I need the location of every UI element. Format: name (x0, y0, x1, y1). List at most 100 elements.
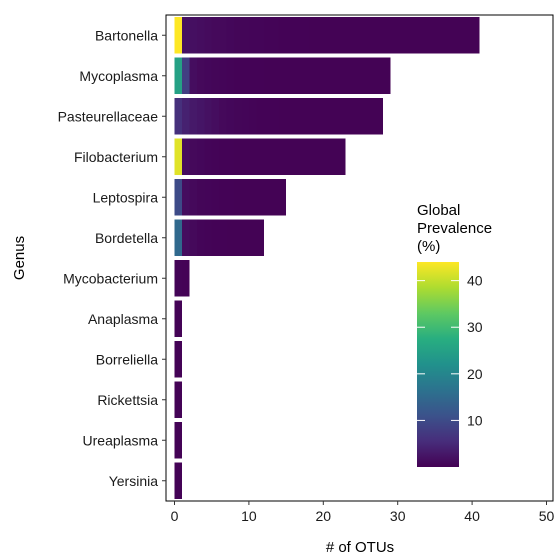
bar-segment (330, 57, 339, 94)
bar-segment (449, 17, 458, 54)
y-tick-label: Mycobacterium (63, 270, 158, 286)
bar-segment (375, 98, 383, 135)
x-axis-title: # of OTUs (326, 539, 394, 555)
bar-segment (300, 17, 309, 54)
bar-segment (174, 179, 182, 216)
bar-segment (360, 98, 368, 135)
bar-segment (204, 98, 212, 135)
bar-segment (204, 17, 212, 54)
bar-segment (219, 57, 227, 94)
x-tick-label: 40 (464, 508, 480, 524)
bar-segment (367, 98, 376, 135)
bar-segment (189, 17, 197, 54)
bar-segment (323, 98, 331, 135)
bar-segment (345, 57, 354, 94)
y-tick-label: Pasteurellaceae (58, 108, 159, 124)
bar-segment (211, 138, 220, 175)
bar-segment (271, 98, 279, 135)
bar-segment (353, 98, 361, 135)
bar-segment (196, 98, 205, 135)
bar-segment (271, 17, 279, 54)
plot-panel (165, 14, 554, 502)
bar-segment (174, 98, 182, 135)
bar-segment (181, 179, 190, 216)
y-tick-label: Filobacterium (74, 149, 158, 165)
bar-segment (181, 57, 190, 94)
y-tick-label: Yersinia (109, 473, 159, 489)
bar-segment (181, 17, 190, 54)
bar-segment (367, 57, 376, 94)
bar-segment (293, 98, 301, 135)
legend-colorbar (417, 262, 459, 467)
bar-segment (174, 300, 182, 337)
bar-segment (174, 138, 182, 175)
bar-segment (256, 138, 264, 175)
bar-segment (434, 17, 443, 54)
bar-segment (286, 17, 294, 54)
bar-segment (226, 98, 235, 135)
bar-segment (226, 17, 235, 54)
bar-segment (338, 98, 346, 135)
bar-segment (181, 219, 190, 256)
bar-segment (174, 17, 182, 54)
bar-segment (248, 17, 257, 54)
bar-segment (330, 138, 339, 175)
bar-segment (390, 17, 398, 54)
bar-segment (420, 17, 428, 54)
bar-segment (271, 57, 279, 94)
bar-segment (323, 138, 331, 175)
bar-segment (278, 138, 287, 175)
bar-segment (248, 98, 257, 135)
bar-segment (189, 179, 197, 216)
bar-segment (226, 179, 235, 216)
y-tick-label: Borreliella (96, 351, 158, 367)
y-tick-label: Bordetella (95, 230, 158, 246)
bar-segment (300, 98, 309, 135)
bar-segment (315, 138, 324, 175)
bar-segment (263, 17, 272, 54)
bar-segment (308, 138, 316, 175)
bar-segment (219, 17, 227, 54)
bar-segment (286, 98, 294, 135)
bar-segment (211, 219, 220, 256)
legend-title-line-1: Global (417, 202, 460, 219)
bar-segment (457, 17, 465, 54)
bar-segment (234, 219, 242, 256)
bar-segment (256, 219, 264, 256)
bar-segment (412, 17, 421, 54)
bar-segment (174, 422, 182, 459)
bar-segment (189, 57, 197, 94)
legend-title-line-2: Prevalence (417, 220, 492, 237)
bar-segment (278, 98, 287, 135)
bar-segment (286, 57, 294, 94)
bar-segment (323, 17, 331, 54)
y-tick-label: Leptospira (93, 189, 159, 205)
bar-segment (293, 17, 301, 54)
bar-segment (323, 57, 331, 94)
bar-segment (181, 260, 190, 297)
bar-segment (189, 138, 197, 175)
bar-segment (196, 219, 205, 256)
bar-segment (196, 179, 205, 216)
bar-segment (308, 98, 316, 135)
bar-segment (278, 57, 287, 94)
bar-segment (256, 57, 264, 94)
legend-ticks: 10 20 30 40 (417, 273, 483, 428)
bar-segment (397, 17, 406, 54)
bar-segment (360, 57, 368, 94)
bar-segment (211, 57, 220, 94)
bar-segment (263, 57, 272, 94)
legend-title-line-3: (%) (417, 238, 440, 255)
bar-segment (241, 98, 249, 135)
bar-segment (382, 17, 391, 54)
bar-segment (271, 138, 279, 175)
bar-segment (219, 138, 227, 175)
bar-segment (375, 57, 383, 94)
bar-segment (256, 98, 264, 135)
bar-segment (263, 179, 272, 216)
bar-segment (219, 219, 227, 256)
bar-segment (241, 138, 249, 175)
bar-segment (234, 17, 242, 54)
bar-segment (174, 57, 182, 94)
bar-segment (248, 57, 257, 94)
